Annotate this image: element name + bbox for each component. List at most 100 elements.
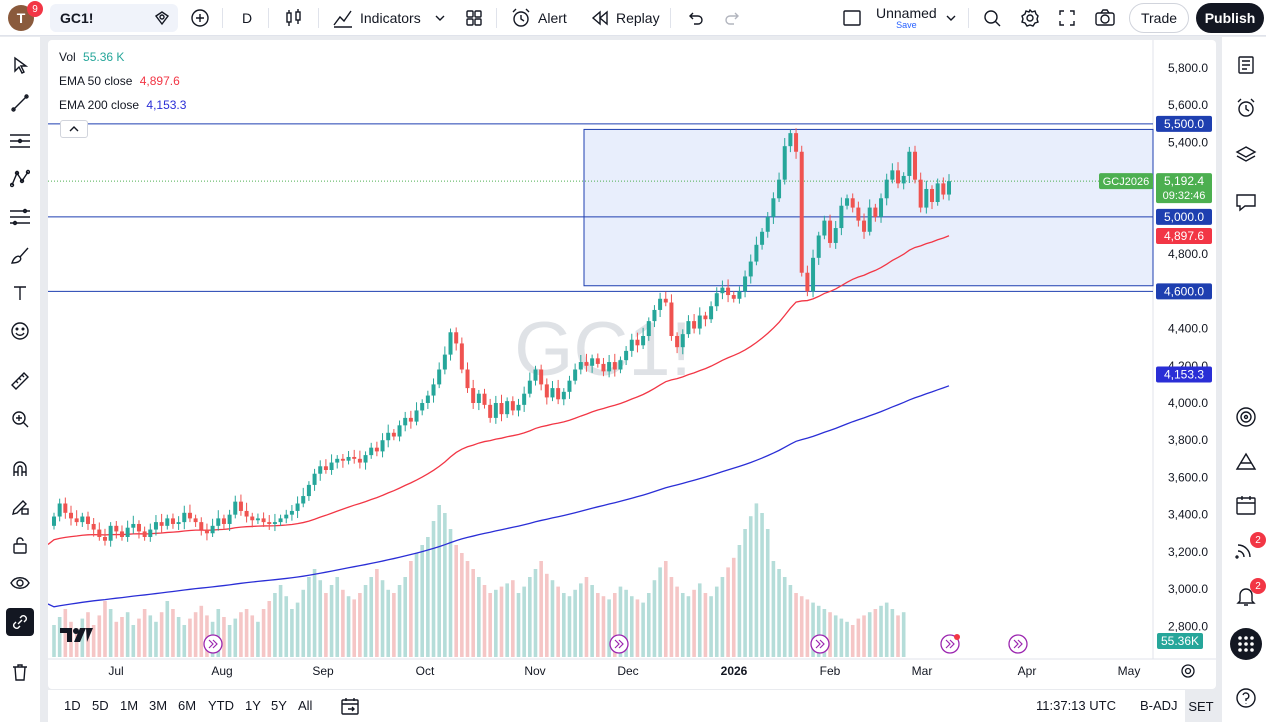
candle[interactable] [295,503,300,511]
candle[interactable] [771,198,776,217]
candle[interactable] [561,391,566,400]
candle[interactable] [573,369,578,381]
candle[interactable] [465,369,470,389]
candle[interactable] [142,531,147,537]
candle[interactable] [913,151,918,180]
candle[interactable] [901,175,906,184]
candle[interactable] [85,516,90,524]
candle[interactable] [176,522,181,524]
legend-ema50[interactable]: EMA 50 close 4,897.6 [59,74,180,88]
candle[interactable] [601,363,606,372]
chevron-down-icon[interactable] [435,10,445,26]
candle[interactable] [363,455,368,463]
candle[interactable] [539,369,544,385]
candle[interactable] [482,393,487,405]
layout-templates-icon[interactable] [464,0,484,36]
candle[interactable] [437,369,442,385]
candle[interactable] [505,401,510,415]
axis-settings-icon[interactable] [1180,663,1196,684]
candle[interactable] [187,512,192,519]
candle[interactable] [238,501,243,511]
publish-button[interactable]: Publish [1196,3,1264,33]
candle[interactable] [743,276,748,292]
candle[interactable] [873,207,878,217]
candle[interactable] [204,529,209,534]
candle[interactable] [669,302,674,337]
candle[interactable] [884,179,889,199]
trend-line-icon[interactable] [6,89,34,117]
candle[interactable] [323,466,328,470]
candle[interactable] [612,362,617,370]
candle[interactable] [97,529,102,537]
candle[interactable] [828,220,833,243]
candle[interactable] [646,321,651,336]
chat-icon[interactable] [1232,188,1260,216]
candle[interactable] [380,440,385,452]
candle[interactable] [720,287,725,294]
candle[interactable] [839,205,844,229]
candle[interactable] [340,458,345,461]
range-6m[interactable]: 6M [178,698,197,713]
text-icon[interactable] [6,279,34,307]
calendar-icon[interactable] [1232,491,1260,519]
candle[interactable] [794,133,799,152]
candle[interactable] [760,231,765,245]
candle[interactable] [692,321,697,329]
candle[interactable] [879,198,884,217]
candle[interactable] [544,384,549,398]
candle[interactable] [850,198,855,208]
candle[interactable] [907,151,912,176]
candle[interactable] [550,388,555,398]
ideas-icon[interactable] [1232,447,1260,475]
candle[interactable] [845,198,850,206]
layout-chevron-down-icon[interactable] [946,0,956,36]
candles-chart-type-icon[interactable] [284,0,304,36]
candle[interactable] [816,235,821,258]
candle[interactable] [697,315,702,329]
user-avatar[interactable]: T 9 [8,0,43,36]
candle[interactable] [425,395,430,403]
candle[interactable] [165,518,170,526]
date-range-icon[interactable] [340,696,360,719]
candle[interactable] [788,133,793,147]
candle[interactable] [629,339,634,351]
alarm-clock-icon[interactable] [1232,94,1260,122]
candle[interactable] [272,522,277,524]
candle[interactable] [227,514,232,524]
candle[interactable] [658,298,663,310]
collapse-legend-button[interactable] [60,120,88,138]
candle[interactable] [584,362,589,366]
candle[interactable] [675,336,680,348]
candle[interactable] [862,220,867,232]
range-all[interactable]: All [298,698,313,713]
candle[interactable] [153,522,158,530]
candle[interactable] [833,228,838,243]
candle[interactable] [374,447,379,452]
range-1y[interactable]: 1Y [245,698,261,713]
pattern-icon[interactable] [6,165,34,193]
candle[interactable] [590,358,595,366]
candle[interactable] [74,518,79,523]
candle[interactable] [499,403,504,415]
camera-icon[interactable] [1094,0,1116,36]
utc-time[interactable]: 11:37:13 UTC [1036,698,1116,713]
candle[interactable] [442,354,447,370]
range-5d[interactable]: 5D [92,698,109,713]
interval-button[interactable]: D [242,10,253,26]
candle[interactable] [52,516,56,526]
badj-button[interactable]: B-ADJ [1140,698,1178,713]
candle[interactable] [250,516,255,521]
candle[interactable] [318,466,323,474]
candle[interactable] [233,501,238,515]
layout-select-icon[interactable] [842,0,862,36]
watchlist-icon[interactable] [1232,51,1260,79]
candle[interactable] [777,179,782,199]
candle[interactable] [578,362,583,370]
candle[interactable] [618,360,623,370]
candle[interactable] [663,298,668,303]
candle[interactable] [357,458,362,463]
candle[interactable] [289,510,294,515]
candle[interactable] [811,257,816,292]
candle[interactable] [522,393,527,405]
candle[interactable] [856,207,861,221]
